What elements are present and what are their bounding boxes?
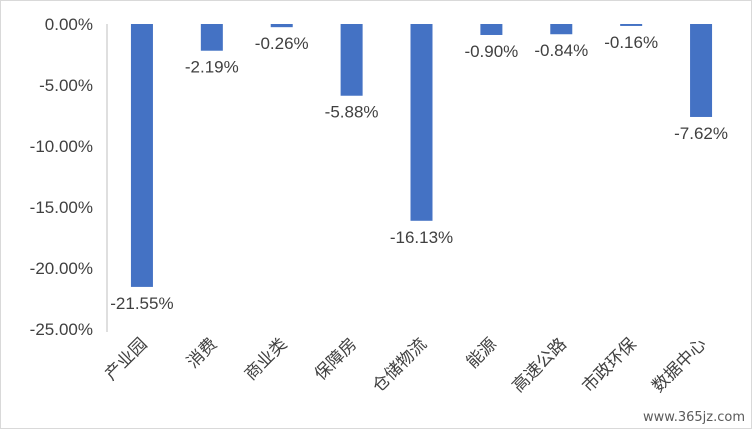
x-tick-label: 数据中心 [648,334,710,396]
data-label: -0.90% [464,42,518,61]
x-tick-labels: 产业园 消费 商业类 保障房 仓储物流 能源 高速公路 市政环保 数据中心 [101,334,710,396]
bar [200,24,223,51]
y-tick-label: -10.00% [30,137,93,156]
bar [410,24,433,221]
y-tick-label: -25.00% [30,320,93,339]
y-tick-labels: 0.00% -5.00% -10.00% -15.00% -20.00% -25.00% [30,15,93,339]
bar [620,24,643,26]
x-tick-label: 产业园 [101,334,150,383]
bar [550,24,573,35]
y-tick-label: -5.00% [39,76,93,95]
data-label: -2.19% [185,58,239,77]
y-tick-label: -20.00% [30,259,93,278]
data-label: -16.13% [390,228,453,247]
data-label: -0.26% [255,34,309,53]
y-tick-label: 0.00% [45,15,93,34]
x-tick-label: 市政环保 [578,334,640,396]
watermark-text: www.365jz.com [643,410,745,425]
x-tick-label: 仓储物流 [369,334,431,396]
bar [130,24,153,287]
x-tick-label: 高速公路 [509,334,571,396]
x-tick-label: 商业类 [241,334,290,383]
x-tick-label: 消费 [183,334,220,371]
data-label: -0.16% [604,33,658,52]
x-tick-label: 保障房 [311,334,360,383]
data-label: -7.62% [674,124,728,143]
bar [690,24,713,117]
data-label: -21.55% [110,294,173,313]
bar [340,24,363,96]
y-tick-label: -15.00% [30,198,93,217]
bars [130,24,713,287]
data-label: -0.84% [534,41,588,60]
data-labels: -21.55% -2.19% -0.26% -5.88% -16.13% -0.90% -0… [110,33,728,313]
x-tick-label: 能源 [463,334,500,371]
bar [480,24,503,35]
bar [270,24,293,28]
data-label: -5.88% [325,103,379,122]
